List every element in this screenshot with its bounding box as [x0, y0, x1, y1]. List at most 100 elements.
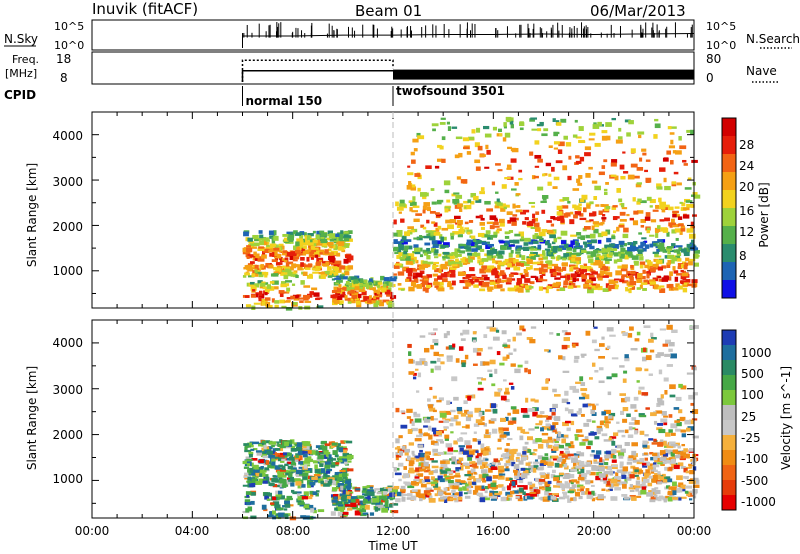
backscatter-cell [602, 214, 606, 217]
backscatter-cell [436, 430, 442, 436]
x-tick-label-3: 12:00 [376, 524, 411, 538]
backscatter-cell [308, 242, 314, 246]
backscatter-cell [242, 460, 247, 465]
backscatter-cell [576, 273, 581, 278]
backscatter-cell [448, 345, 455, 350]
backscatter-cell [431, 123, 439, 127]
backscatter-cell [272, 496, 277, 501]
cpid-row: CPID normal 150 twofsound 3501 [4, 84, 505, 108]
backscatter-cell [297, 450, 305, 456]
backscatter-cell [385, 301, 391, 304]
backscatter-cell [449, 219, 457, 224]
backscatter-cell [512, 214, 518, 217]
backscatter-cell [372, 498, 379, 503]
backscatter-cell [689, 419, 694, 425]
backscatter-cell [247, 442, 253, 447]
backscatter-cell [663, 422, 668, 426]
backscatter-cell [523, 242, 529, 246]
backscatter-cell [640, 225, 645, 228]
backscatter-cell [243, 466, 250, 469]
backscatter-cell [497, 475, 505, 480]
backscatter-cell [408, 442, 414, 446]
backscatter-cell [363, 279, 368, 284]
backscatter-cell [510, 406, 517, 410]
backscatter-cell [453, 192, 460, 195]
backscatter-cell [347, 277, 351, 281]
backscatter-cell [250, 462, 254, 467]
backscatter-cell [422, 287, 427, 292]
backscatter-cell [426, 482, 433, 485]
backscatter-cell [489, 281, 496, 286]
backscatter-cell [419, 335, 426, 338]
backscatter-cell [459, 280, 465, 284]
vel-cb-tick-m1000: -1000 [741, 495, 776, 509]
backscatter-cell [670, 259, 675, 264]
backscatter-cell [521, 283, 529, 289]
backscatter-cell [681, 202, 686, 207]
backscatter-cell [344, 504, 351, 507]
backscatter-cell [271, 461, 276, 466]
backscatter-cell [287, 440, 293, 445]
backscatter-cell [659, 288, 666, 294]
backscatter-cell [443, 428, 447, 431]
backscatter-cell [586, 279, 592, 284]
backscatter-cell [437, 287, 445, 292]
backscatter-cell [530, 493, 537, 497]
backscatter-cell [426, 416, 432, 420]
backscatter-cell [605, 181, 609, 185]
backscatter-cell [642, 269, 646, 274]
backscatter-cell [243, 475, 248, 478]
backscatter-cell [572, 188, 580, 191]
backscatter-cell [605, 272, 613, 277]
backscatter-cell [620, 398, 627, 403]
backscatter-cell [691, 279, 698, 284]
backscatter-cell [445, 418, 451, 422]
backscatter-cell [479, 465, 484, 469]
backscatter-cell [523, 246, 530, 251]
backscatter-cell [484, 133, 492, 138]
backscatter-cell [590, 239, 597, 244]
backscatter-cell [467, 241, 473, 246]
backscatter-cell [572, 134, 578, 138]
backscatter-cell [609, 483, 614, 488]
backscatter-cell [479, 222, 485, 226]
backscatter-cell [297, 265, 303, 271]
backscatter-cell [631, 286, 636, 290]
backscatter-cell [376, 491, 383, 495]
backscatter-cell [501, 433, 505, 436]
backscatter-cell [517, 497, 523, 502]
backscatter-cell [463, 146, 470, 150]
backscatter-cell [404, 448, 411, 453]
backscatter-cell [649, 281, 657, 285]
backscatter-cell [475, 166, 481, 171]
backscatter-cell [429, 407, 436, 412]
backscatter-cell [267, 464, 275, 468]
backscatter-cell [675, 150, 682, 155]
backscatter-cell [520, 408, 528, 413]
backscatter-cell [431, 201, 437, 205]
backscatter-cell [412, 376, 417, 380]
noise-right-tick-bottom: 10^0 [706, 39, 736, 52]
power-y-label: Slant Range [km] [25, 163, 39, 267]
backscatter-cell [511, 220, 517, 226]
colorbar-segment [722, 208, 736, 227]
backscatter-cell [582, 241, 588, 245]
backscatter-cell [437, 451, 445, 455]
backscatter-cell [456, 438, 464, 442]
backscatter-cell [512, 205, 518, 208]
noise-left-tick-top: 10^5 [54, 20, 84, 33]
backscatter-cell [451, 260, 457, 266]
backscatter-cell [550, 256, 556, 259]
backscatter-cell [323, 242, 327, 246]
backscatter-cell [254, 269, 258, 273]
backscatter-cell [557, 236, 562, 240]
backscatter-cell [317, 509, 325, 513]
backscatter-cell [676, 451, 681, 455]
backscatter-cell [272, 230, 277, 236]
backscatter-cell [244, 295, 250, 298]
backscatter-cell [508, 229, 514, 233]
backscatter-cell [439, 145, 444, 150]
backscatter-cell [581, 490, 585, 496]
backscatter-cell [563, 337, 571, 342]
backscatter-cell [621, 484, 627, 489]
